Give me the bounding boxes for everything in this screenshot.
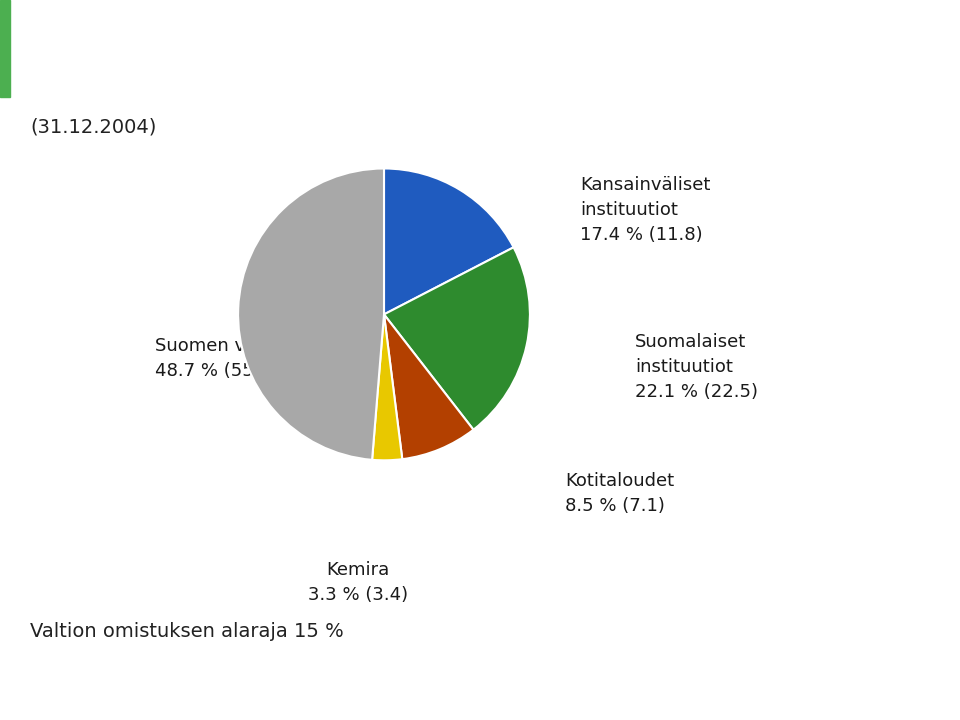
Wedge shape — [372, 315, 402, 460]
Text: Suomalaiset
instituutiot
22.1 % (22.5): Suomalaiset instituutiot 22.1 % (22.5) — [635, 333, 758, 401]
Text: Kotitaloudet
8.5 % (7.1): Kotitaloudet 8.5 % (7.1) — [565, 472, 674, 515]
Text: Valtion omistuksen alaraja 15 %: Valtion omistuksen alaraja 15 % — [30, 622, 344, 641]
Wedge shape — [238, 168, 384, 460]
Text: Omistajat 31.12.2005: Omistajat 31.12.2005 — [21, 40, 460, 73]
Wedge shape — [384, 168, 514, 315]
Wedge shape — [384, 248, 530, 430]
Text: (31.12.2004): (31.12.2004) — [30, 117, 156, 136]
Text: kemira: kemira — [818, 675, 936, 704]
Wedge shape — [384, 315, 473, 459]
Text: Suomen valtio
48.7 % (55.2): Suomen valtio 48.7 % (55.2) — [155, 337, 284, 380]
Text: Kemira
3.3 % (3.4): Kemira 3.3 % (3.4) — [308, 562, 408, 605]
Text: Kansainväliset
instituutiot
17.4 % (11.8): Kansainväliset instituutiot 17.4 % (11.8… — [580, 176, 710, 243]
Bar — [0, 0, 10, 97]
